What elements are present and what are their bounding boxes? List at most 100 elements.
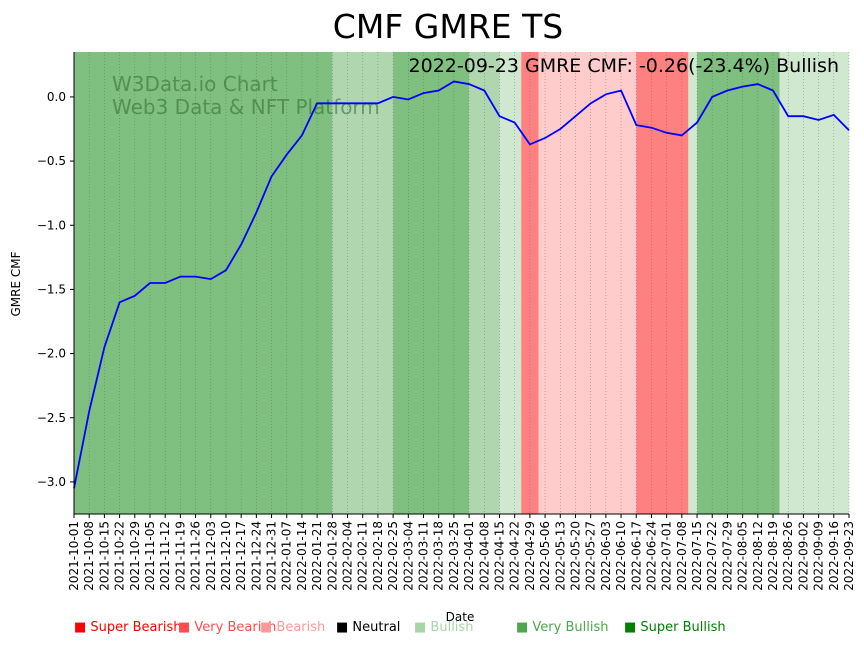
x-tick-label: 2022-04-15 bbox=[493, 521, 507, 591]
watermark-line-1: W3Data.io Chart bbox=[112, 72, 278, 96]
x-tick-label: 2022-09-02 bbox=[796, 521, 810, 591]
x-tick-label: 2021-10-22 bbox=[113, 521, 127, 591]
watermark-line-2: Web3 Data & NFT Platform bbox=[112, 95, 380, 119]
legend-item: ■ Very Bearish bbox=[178, 620, 276, 635]
legend-item: ■ Bearish bbox=[260, 620, 325, 635]
legend-item: ■ Super Bearish bbox=[74, 620, 182, 635]
x-tick-label: 2022-06-03 bbox=[599, 521, 613, 591]
x-tick-label: 2021-12-03 bbox=[204, 521, 218, 591]
legend-label: Bearish bbox=[276, 620, 326, 635]
x-tick-label: 2022-03-04 bbox=[401, 521, 415, 591]
x-tick-label: 2022-09-23 bbox=[842, 521, 856, 591]
y-tick-label: −0.5 bbox=[37, 154, 66, 168]
regime-bands bbox=[74, 52, 849, 514]
x-tick-label: 2022-08-05 bbox=[736, 521, 750, 591]
x-axis-label: Date bbox=[446, 610, 475, 624]
axes bbox=[73, 52, 849, 515]
legend: ■ Super Bearish ■ Very Bearish ■ Bearish ■ … bbox=[74, 620, 854, 638]
x-tick-label: 2022-01-14 bbox=[295, 521, 309, 591]
latest-value-annotation: 2022-09-23 GMRE CMF: -0.26(-23.4%) Bulli… bbox=[409, 55, 839, 77]
x-tick-label: 2022-04-08 bbox=[477, 521, 491, 591]
x-tick-label: 2022-03-11 bbox=[417, 521, 431, 591]
x-tick-label: 2021-11-26 bbox=[189, 521, 203, 591]
x-tick-label: 2022-09-16 bbox=[827, 521, 841, 591]
legend-label: Very Bullish bbox=[532, 620, 609, 635]
y-axis-label: GMRE CMF bbox=[9, 251, 23, 316]
chart-title: CMF GMRE TS bbox=[333, 7, 563, 46]
x-tick-label: 2022-04-22 bbox=[508, 521, 522, 591]
x-tick-label: 2022-05-06 bbox=[538, 521, 552, 591]
x-tick-label: 2022-07-15 bbox=[690, 521, 704, 591]
x-tick-label: 2022-02-25 bbox=[386, 521, 400, 591]
regime-band-light_bullish bbox=[499, 52, 522, 514]
y-axis-ticks: 0.0 −0.5 −1.0 −1.5 −2.0 −2.5 −3.0 bbox=[37, 90, 74, 489]
legend-swatch-icon: ■ bbox=[260, 620, 277, 635]
x-tick-label: 2021-11-12 bbox=[158, 521, 172, 591]
x-tick-label: 2021-10-29 bbox=[128, 521, 142, 591]
x-tick-label: 2022-05-27 bbox=[584, 521, 598, 591]
legend-label: Very Bearish bbox=[194, 620, 277, 635]
x-tick-label: 2022-06-10 bbox=[614, 521, 628, 591]
y-tick-label: −2.5 bbox=[37, 411, 66, 425]
regime-band-light_bullish bbox=[779, 52, 849, 514]
x-tick-label: 2021-10-15 bbox=[97, 521, 111, 591]
regime-band-light_bullish bbox=[688, 52, 698, 514]
x-tick-label: 2021-12-17 bbox=[234, 521, 248, 591]
legend-label: Bullish bbox=[430, 620, 474, 635]
x-tick-label: 2021-10-08 bbox=[82, 521, 96, 591]
legend-label: Super Bullish bbox=[640, 620, 726, 635]
cmf-series-line bbox=[73, 80, 850, 489]
x-tick-label: 2022-08-19 bbox=[766, 521, 780, 591]
regime-band-super_bullish bbox=[697, 52, 780, 514]
regime-band-bearish bbox=[538, 52, 637, 514]
legend-item: ■ Super Bullish bbox=[624, 620, 726, 635]
y-tick-label: −3.0 bbox=[37, 475, 66, 489]
x-tick-label: 2022-05-20 bbox=[569, 521, 583, 591]
x-tick-label: 2022-03-18 bbox=[432, 521, 446, 591]
legend-swatch-icon: ■ bbox=[624, 620, 641, 635]
x-tick-label: 2022-06-17 bbox=[629, 521, 643, 591]
legend-item: ■ Bullish bbox=[414, 620, 473, 635]
x-tick-label: 2022-06-24 bbox=[645, 521, 659, 591]
x-tick-label: 2022-02-11 bbox=[356, 521, 370, 591]
x-tick-label: 2022-07-29 bbox=[720, 521, 734, 591]
x-tick-label: 2021-11-19 bbox=[173, 521, 187, 591]
legend-label: Neutral bbox=[352, 620, 401, 635]
y-tick-label: −1.5 bbox=[37, 282, 66, 296]
legend-item: ■ Neutral bbox=[336, 620, 400, 635]
x-axis-ticks: 2021-10-01 2021-10-08 2021-10-15 2021-10-22… bbox=[67, 514, 856, 591]
x-tick-label: 2022-07-08 bbox=[675, 521, 689, 591]
legend-label: Super Bearish bbox=[90, 620, 182, 635]
x-tick-label: 2022-07-22 bbox=[705, 521, 719, 591]
x-tick-label: 2021-12-10 bbox=[219, 521, 233, 591]
x-tick-label: 2021-12-24 bbox=[249, 521, 263, 591]
y-tick-label: 0.0 bbox=[47, 90, 66, 104]
y-tick-label: −1.0 bbox=[37, 218, 66, 232]
legend-item: ■ Very Bullish bbox=[516, 620, 608, 635]
x-tick-label: 2022-08-26 bbox=[781, 521, 795, 591]
x-tick-label: 2022-04-01 bbox=[462, 521, 476, 591]
x-tick-label: 2022-01-21 bbox=[310, 521, 324, 591]
x-tick-label: 2022-09-09 bbox=[812, 521, 826, 591]
legend-swatch-icon: ■ bbox=[516, 620, 533, 635]
x-tick-label: 2022-02-04 bbox=[341, 521, 355, 591]
legend-swatch-icon: ■ bbox=[336, 620, 353, 635]
legend-swatch-icon: ■ bbox=[74, 620, 91, 635]
regime-band-super_bullish bbox=[393, 52, 470, 514]
x-tick-label: 2022-05-13 bbox=[553, 521, 567, 591]
x-tick-label: 2022-04-29 bbox=[523, 521, 537, 591]
legend-swatch-icon: ■ bbox=[178, 620, 195, 635]
x-tick-label: 2022-07-01 bbox=[660, 521, 674, 591]
x-tick-label: 2021-12-31 bbox=[265, 521, 279, 591]
regime-band-super_bullish bbox=[74, 52, 333, 514]
x-tick-label: 2021-11-05 bbox=[143, 521, 157, 591]
x-tick-label: 2022-01-28 bbox=[325, 521, 339, 591]
x-tick-label: 2022-08-12 bbox=[751, 521, 765, 591]
regime-band-very_bearish bbox=[636, 52, 689, 514]
x-tick-label: 2021-10-01 bbox=[67, 521, 81, 591]
x-tick-label: 2022-01-07 bbox=[280, 521, 294, 591]
x-tick-label: 2022-02-18 bbox=[371, 521, 385, 591]
y-tick-label: −2.0 bbox=[37, 347, 66, 361]
x-tick-label: 2022-03-25 bbox=[447, 521, 461, 591]
